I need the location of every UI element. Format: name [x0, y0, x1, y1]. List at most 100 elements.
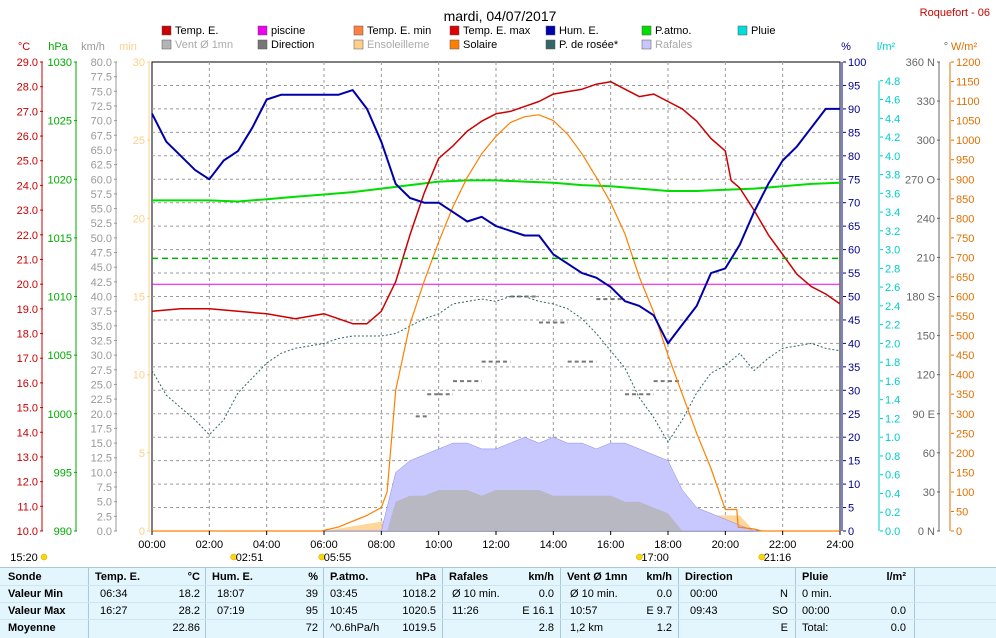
tick-rain: 4.4 [885, 113, 900, 125]
tick-temp: 25.0 [17, 156, 38, 168]
stat-press-v: 1018.2 [402, 588, 436, 600]
legend-item-temp-e-max: Temp. E. max [449, 25, 531, 37]
header-pluie-unit: l/m² [886, 571, 906, 583]
tick-wind: 35.0 [91, 321, 112, 333]
weather-chart: mardi, 04/07/2017 Roquefort - 06 Temp. E… [10, 7, 990, 564]
series-patmo [152, 179, 841, 203]
legend-item-direction: Direction [257, 39, 314, 51]
tick-temp: 12.0 [17, 477, 38, 489]
tick-press: 1015 [48, 233, 72, 245]
tick-temp: 26.0 [17, 131, 38, 143]
tick-wind: 7.5 [97, 482, 112, 494]
legend-swatch [353, 25, 364, 36]
tick-wind: 67.5 [91, 130, 112, 142]
axis-unit-dir: ° [944, 41, 948, 53]
tick-press: 995 [54, 467, 72, 479]
tick-solar: 350 [956, 389, 974, 401]
stat-raf-v: E 16.1 [522, 605, 554, 617]
tick-temp: 27.0 [17, 106, 38, 118]
tick-solar: 500 [956, 331, 974, 343]
tick-wind: 37.5 [91, 306, 112, 318]
legend-item-vent-1mn: Vent Ø 1mn [161, 39, 233, 51]
stat-label: Moyenne [8, 622, 56, 634]
event-marker: 02:51 [230, 552, 263, 564]
tick-hum: 5 [848, 503, 854, 515]
legend-label: piscine [271, 25, 305, 37]
sun-icon [230, 553, 237, 561]
legend-label: Hum. E. [559, 25, 599, 37]
tick-dir: 180 S [906, 292, 935, 304]
legend-item-piscine: piscine [257, 25, 305, 37]
tick-wind: 32.5 [91, 335, 112, 347]
tick-wind: 57.5 [91, 189, 112, 201]
tick-solar: 450 [956, 350, 974, 362]
tick-temp: 10.0 [17, 526, 38, 538]
tick-rain: 0.6 [885, 470, 900, 482]
stats-panel: Sonde Temp. E. °C Hum. E. % P.atmo. hPa … [0, 567, 996, 638]
tick-dir: 60 [923, 448, 935, 460]
tick-rain: 3.6 [885, 188, 900, 200]
time-label: 16:00 [597, 539, 625, 551]
tick-wind: 17.5 [91, 423, 112, 435]
event-label: 15:20 [10, 552, 38, 564]
tick-temp: 18.0 [17, 329, 38, 341]
tick-rain: 3.8 [885, 170, 900, 182]
stat-dir-v: SO [772, 605, 788, 617]
tick-temp: 24.0 [17, 180, 38, 192]
tick-temp: 14.0 [17, 427, 38, 439]
axis-rain: l/m² 4.8 4.6 4.4 4.2 4.0 3.8 3.6 3.4 3.2 3.0 2.8 2.6… [877, 41, 900, 538]
tick-hum: 15 [848, 456, 860, 468]
sun-icon [636, 553, 643, 561]
stat-dir-v: E [780, 622, 788, 634]
tick-rain: 0.4 [885, 488, 900, 500]
header-hum: Hum. E. [212, 571, 253, 583]
tick-wind: 70.0 [91, 116, 112, 128]
legend-swatch [161, 39, 172, 50]
axis-min: min 30 25 20 15 10 5 0 [119, 41, 150, 538]
tick-hum: 70 [848, 198, 860, 210]
tick-press: 1005 [48, 350, 72, 362]
chart-title: mardi, 04/07/2017 [444, 8, 557, 24]
time-label: 06:00 [310, 539, 338, 551]
tick-solar: 1050 [956, 116, 980, 128]
tick-solar: 950 [956, 155, 974, 167]
legend-label: Temp. E. max [463, 25, 531, 37]
tick-min: 0 [139, 526, 145, 538]
legend-swatch [353, 39, 364, 50]
legend-item-temp-e-min: Temp. E. min [353, 25, 431, 37]
tick-min: 10 [133, 370, 145, 382]
tick-temp: 19.0 [17, 304, 38, 316]
legend-swatch [545, 39, 556, 50]
tick-solar: 600 [956, 292, 974, 304]
tick-press: 1000 [48, 409, 72, 421]
tick-dir: 0 N [918, 526, 935, 538]
axis-hum: %100959085807570656055504540353025201510… [841, 41, 866, 538]
stat-dir-v: N [780, 588, 788, 600]
tick-rain: 0.8 [885, 451, 900, 463]
time-label: 10:00 [425, 539, 453, 551]
tick-rain: 4.0 [885, 151, 900, 163]
tick-wind: 42.5 [91, 277, 112, 289]
tick-hum: 80 [848, 151, 860, 163]
tick-solar: 50 [956, 506, 968, 518]
tick-rain: 2.4 [885, 301, 900, 313]
tick-rain: 0.2 [885, 507, 900, 519]
tick-rain: 1.8 [885, 357, 900, 369]
stat-temp-t: 06:34 [100, 588, 128, 600]
stat-temp-v: 28.2 [178, 605, 200, 617]
tick-hum: 85 [848, 127, 860, 139]
axis-wind: km/h 80.0 77.5 75.0 72.5 70.0 67.5 65.0 62.5 60.0… [81, 41, 117, 538]
axes: °C 29.0 28.0 27.0 26.0 25.0 24.0 23.0 22.0 21.0 20… [17, 41, 981, 538]
tick-dir: 240 [917, 213, 935, 225]
tick-solar: 200 [956, 448, 974, 460]
stat-label: Valeur Max [8, 605, 66, 617]
tick-rain: 1.6 [885, 376, 900, 388]
tick-temp: 22.0 [17, 230, 38, 242]
tick-solar: 1200 [956, 57, 980, 69]
tick-wind: 50.0 [91, 233, 112, 245]
stat-vent-v: 1.2 [656, 622, 672, 634]
time-axis: 00:00 02:00 04:00 06:00 08:00 10:00 12:00 14:00… [10, 531, 854, 564]
tick-wind: 47.5 [91, 248, 112, 260]
header-press: P.atmo. [330, 571, 369, 583]
tick-temp: 21.0 [17, 254, 38, 266]
